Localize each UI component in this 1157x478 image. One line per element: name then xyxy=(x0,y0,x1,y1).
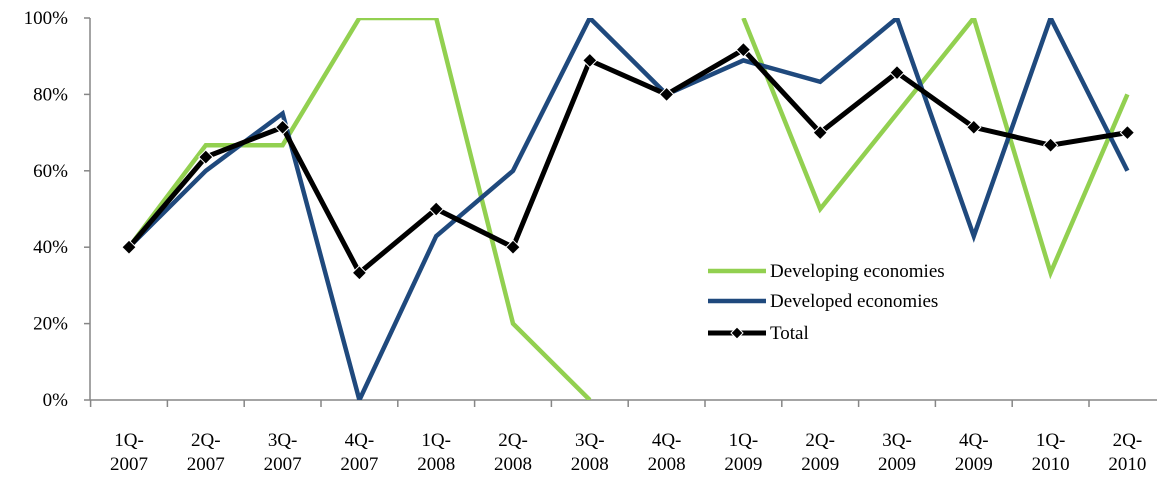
x-tick-label: 4Q-2007 xyxy=(340,430,378,475)
series-developed-economies xyxy=(127,18,1130,400)
axes: 0% 20% 40% 60% 80% 100% 1Q-2007 2Q-2007 3Q-2007 4… xyxy=(24,8,1157,475)
data-point-marker xyxy=(198,149,214,165)
series-line xyxy=(741,18,1130,280)
x-tick-label: 1Q-2007 xyxy=(110,430,148,475)
x-tick-label: 1Q-2010 xyxy=(1032,430,1070,475)
y-tick-label: 80% xyxy=(33,84,68,105)
x-tick-label: 4Q-2009 xyxy=(955,430,993,475)
x-tick-label: 1Q-2008 xyxy=(417,430,455,475)
data-point-marker xyxy=(1042,137,1059,153)
legend-label: Total xyxy=(770,323,809,344)
x-tick-label: 3Q-2008 xyxy=(571,430,609,475)
x-tick-label: 3Q-2007 xyxy=(264,430,302,475)
data-point-marker xyxy=(505,239,521,255)
series-lines xyxy=(121,18,1136,400)
y-tick-label: 0% xyxy=(43,390,69,411)
data-point-marker xyxy=(812,124,828,141)
y-tick-label: 20% xyxy=(33,314,68,335)
y-tick-label: 60% xyxy=(33,161,68,182)
x-tick-label: 2Q-2009 xyxy=(801,430,839,475)
data-point-marker xyxy=(735,41,752,58)
data-point-marker xyxy=(428,201,444,217)
legend: Developing economies Developed economies T… xyxy=(708,261,945,344)
x-tick-label: 3Q-2009 xyxy=(878,430,916,475)
data-point-marker xyxy=(658,86,675,103)
legend-label: Developing economies xyxy=(770,261,945,282)
y-tick-label: 40% xyxy=(33,237,68,258)
data-point-marker xyxy=(121,239,137,255)
data-point-marker xyxy=(582,52,598,69)
y-tick-label: 100% xyxy=(24,8,69,29)
x-tick-label: 2Q-2010 xyxy=(1108,430,1146,475)
legend-label: Developed economies xyxy=(770,291,938,312)
series-line xyxy=(127,46,1128,277)
data-point-marker xyxy=(889,64,905,81)
x-tick-label: 4Q-2008 xyxy=(648,430,686,475)
data-point-marker xyxy=(351,265,368,281)
x-tick-label: 2Q-2007 xyxy=(187,430,225,475)
x-tick-label: 2Q-2008 xyxy=(494,430,532,475)
series-total xyxy=(127,46,1128,277)
data-point-marker xyxy=(966,119,982,135)
data-point-marker xyxy=(274,119,291,135)
legend-marker xyxy=(730,326,744,340)
data-point-marker xyxy=(1119,124,1136,141)
series-line xyxy=(127,18,1130,400)
x-tick-label: 1Q-2009 xyxy=(724,430,762,475)
series-line xyxy=(127,18,592,400)
series-developing-economies xyxy=(127,18,1130,400)
